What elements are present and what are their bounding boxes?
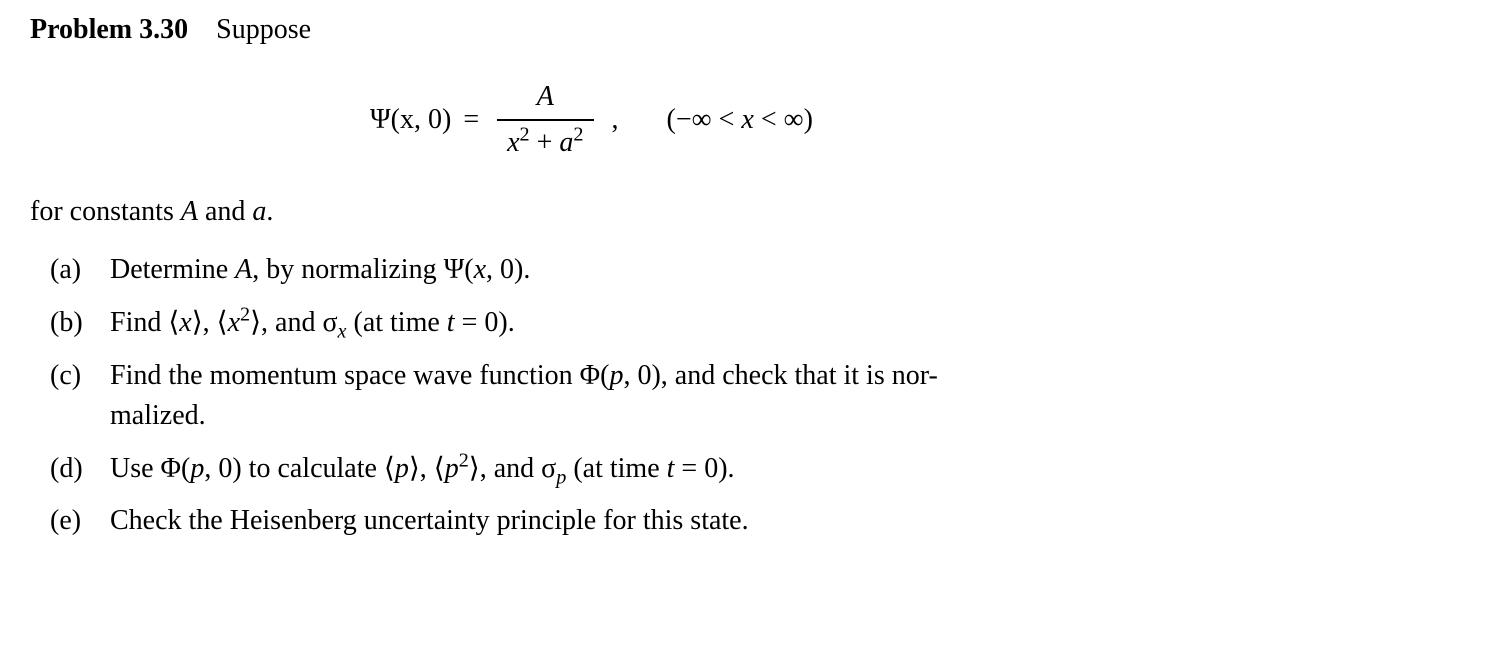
part-c-t3: malized.	[110, 400, 206, 431]
eq-den-x: x	[507, 127, 519, 158]
part-a-t3: , 0).	[486, 254, 530, 285]
eq-range: (−∞ < x < ∞)	[667, 100, 813, 141]
problem-page: Problem 3.30 Suppose Ψ(x, 0) = A x2 + a2…	[0, 0, 1510, 574]
part-d-t1: Use Φ(	[110, 453, 190, 484]
part-a-text: Determine A, by normalizing Ψ(x, 0).	[110, 250, 1480, 291]
part-d-p1: p	[190, 453, 204, 484]
part-b-tvar: t	[447, 307, 455, 338]
part-e-label: (e)	[50, 501, 110, 542]
part-d-p2: p	[395, 453, 409, 484]
part-a-label: (a)	[50, 250, 110, 291]
part-a-x: x	[474, 254, 486, 285]
part-b-x1: x	[179, 307, 191, 338]
part-c-p: p	[609, 360, 623, 391]
eq-numerator: A	[497, 77, 593, 120]
part-b-label: (b)	[50, 303, 110, 344]
part-d-p3: p	[445, 453, 459, 484]
eq-equals: =	[463, 100, 479, 141]
eq-den-plus: +	[530, 127, 560, 158]
part-c-t2: , 0), and check that it is nor-	[623, 360, 937, 391]
part-d-t2: , 0) to calculate ⟨	[204, 453, 395, 484]
constants-period: .	[266, 196, 273, 227]
suppose-text: Suppose	[216, 14, 311, 45]
part-e-text: Check the Heisenberg uncertainty princip…	[110, 501, 1480, 542]
part-d: (d) Use Φ(p, 0) to calculate ⟨p⟩, ⟨p2⟩, …	[50, 449, 1480, 490]
part-d-t3: ⟩, ⟨	[409, 453, 445, 484]
part-b-t4: (at time	[347, 307, 447, 338]
eq-den-x-exp: 2	[520, 124, 530, 146]
part-b-t3: ⟩, and σ	[250, 307, 337, 338]
eq-den-a-exp: 2	[573, 124, 583, 146]
part-b-exp2: 2	[240, 304, 250, 326]
part-d-text: Use Φ(p, 0) to calculate ⟨p⟩, ⟨p2⟩, and …	[110, 449, 1480, 490]
part-d-t5: (at time	[566, 453, 666, 484]
part-b: (b) Find ⟨x⟩, ⟨x2⟩, and σx (at time t = …	[50, 303, 1480, 344]
eq-lhs: Ψ(x, 0)	[370, 100, 451, 141]
part-b-t5: = 0).	[455, 307, 515, 338]
eq-fraction: A x2 + a2	[497, 77, 593, 164]
part-a: (a) Determine A, by normalizing Ψ(x, 0).	[50, 250, 1480, 291]
constants-a: a	[252, 196, 266, 227]
part-b-sub: x	[338, 321, 347, 343]
part-d-sub: p	[556, 466, 566, 488]
part-b-text: Find ⟨x⟩, ⟨x2⟩, and σx (at time t = 0).	[110, 303, 1480, 344]
eq-den-a: a	[559, 127, 573, 158]
problem-label: Problem 3.30	[30, 14, 188, 45]
part-b-t2: ⟩, ⟨	[192, 307, 228, 338]
equation-inner: Ψ(x, 0) = A x2 + a2 , (−∞ < x < ∞)	[370, 77, 813, 164]
equation-block: Ψ(x, 0) = A x2 + a2 , (−∞ < x < ∞)	[30, 77, 1480, 164]
part-c-t1: Find the momentum space wave function Φ(	[110, 360, 609, 391]
constants-line: for constants A and a.	[30, 192, 1480, 233]
part-d-exp2: 2	[459, 449, 469, 471]
part-a-A: A	[235, 254, 252, 285]
part-a-t2: , by normalizing Ψ(	[252, 254, 473, 285]
eq-denominator: x2 + a2	[497, 119, 593, 164]
eq-comma: ,	[612, 100, 619, 141]
part-d-label: (d)	[50, 449, 110, 490]
constants-A: A	[181, 196, 198, 227]
part-e: (e) Check the Heisenberg uncertainty pri…	[50, 501, 1480, 542]
title-line: Problem 3.30 Suppose	[30, 10, 1480, 51]
part-b-x2: x	[228, 307, 240, 338]
part-c-label: (c)	[50, 356, 110, 397]
part-c-text: Find the momentum space wave function Φ(…	[110, 356, 1480, 437]
part-a-t1: Determine	[110, 254, 235, 285]
part-b-t1: Find ⟨	[110, 307, 179, 338]
part-d-t6: = 0).	[674, 453, 734, 484]
constants-and: and	[198, 196, 252, 227]
constants-prefix: for constants	[30, 196, 181, 227]
part-d-t4: ⟩, and σ	[469, 453, 556, 484]
part-c: (c) Find the momentum space wave functio…	[50, 356, 1480, 437]
